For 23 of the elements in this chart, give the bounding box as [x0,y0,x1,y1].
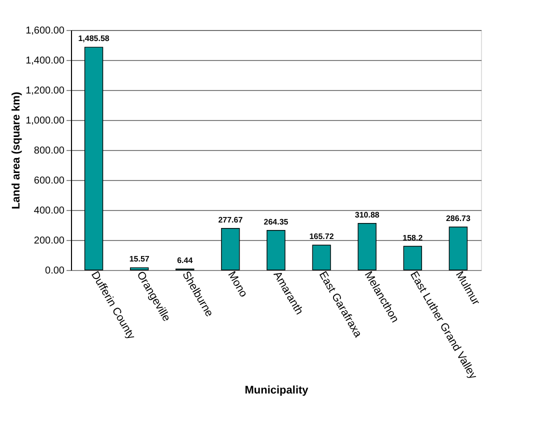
y-tick-label: 800.00 [34,146,65,156]
y-tick-label: 200.00 [34,236,65,246]
y-tick-label: 1,600.00 [26,26,65,36]
bar [130,267,149,270]
data-label: 165.72 [309,232,334,242]
data-label: 1,485.58 [78,34,110,44]
data-label: 286.73 [446,214,472,223]
y-tick-label: 1,000.00 [26,116,65,126]
data-label: 310.88 [354,210,380,220]
data-label: 6.44 [177,256,194,266]
bar [312,244,331,270]
data-label: 158.2 [402,233,424,242]
y-tick-label: 1,200.00 [26,86,65,96]
y-tick-label: 0.00 [45,266,65,276]
data-label: 264.35 [264,217,289,226]
y-tick-label: 1,400.00 [26,56,65,66]
y-axis-title: Land area (square km) [10,91,23,210]
data-label: 15.57 [129,254,150,264]
y-tick-label: 400.00 [34,206,65,216]
y-tick-label: 600.00 [34,176,65,186]
x-axis-title: Municipality [244,384,310,397]
bar [403,246,422,270]
data-label: 277.67 [218,215,244,224]
